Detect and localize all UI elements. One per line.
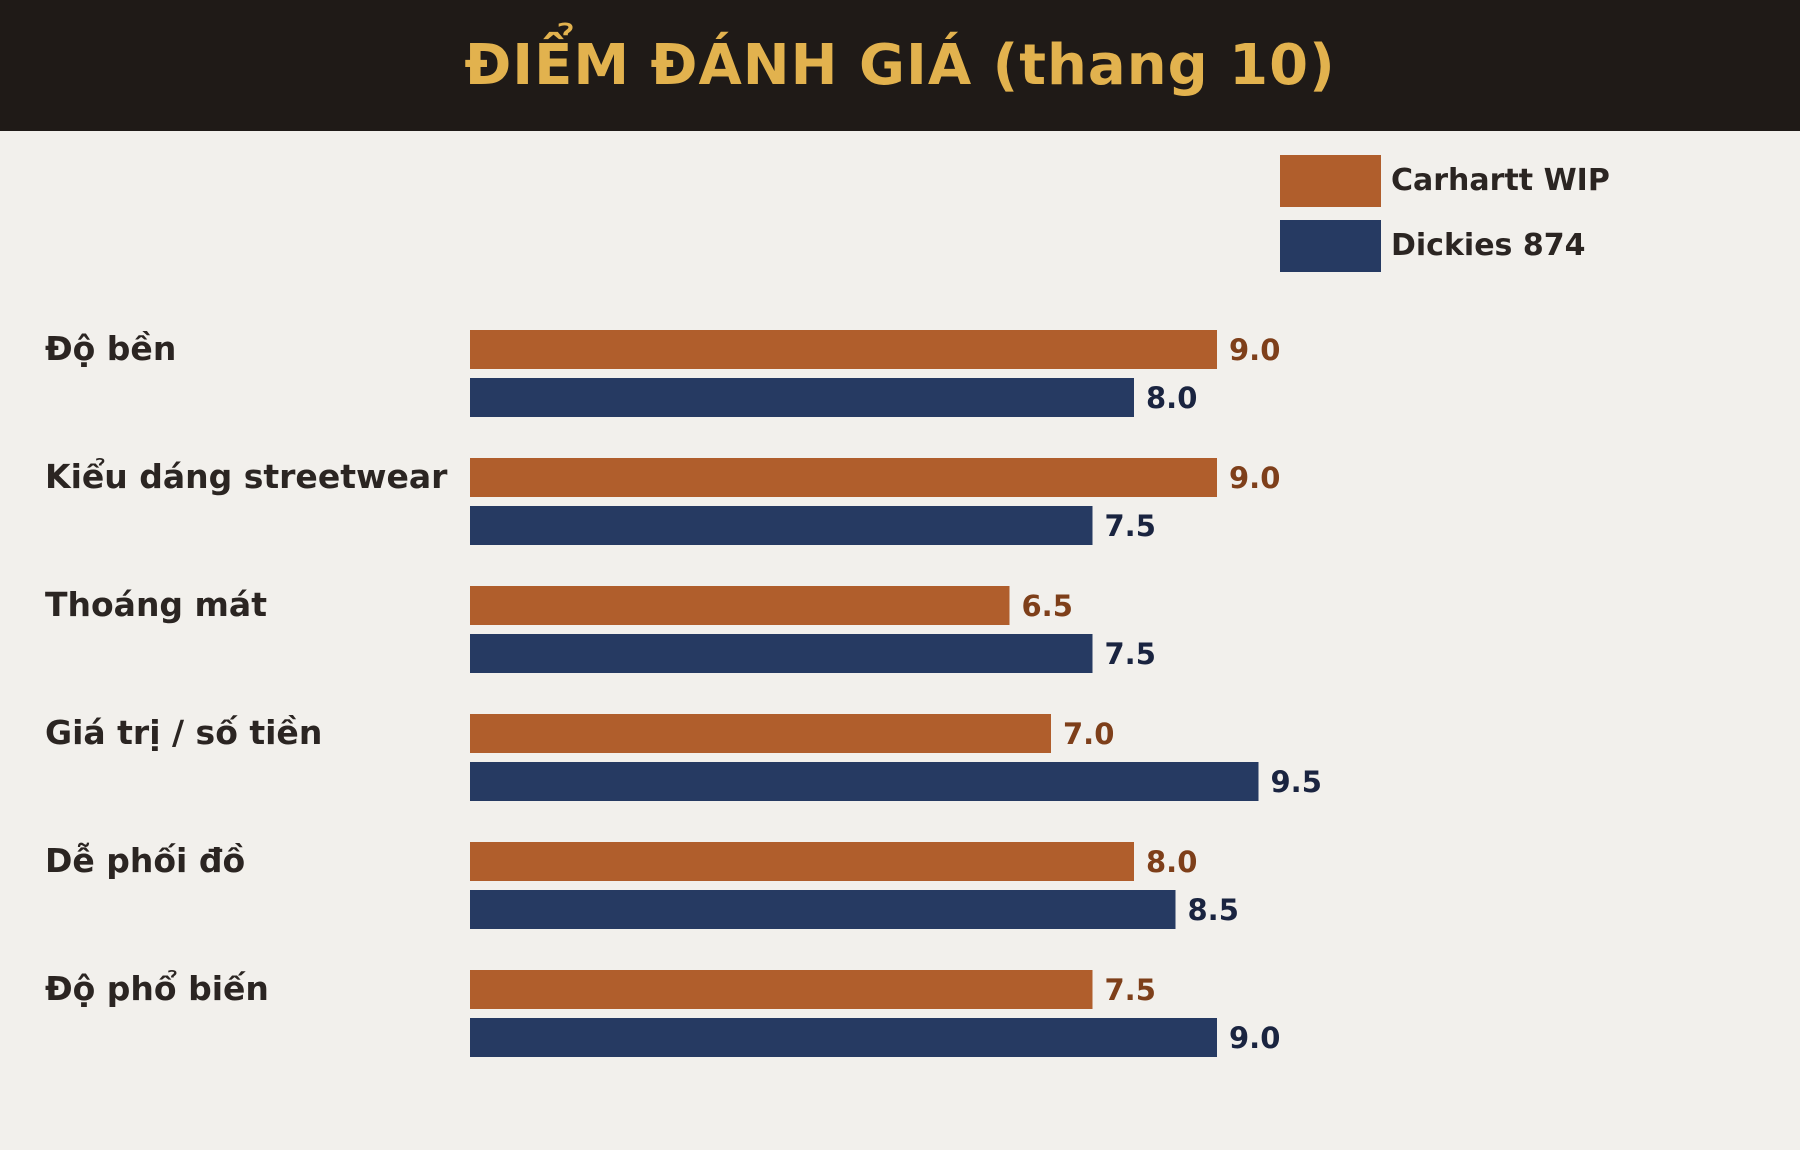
value-label-carhartt-wip-de-phoi-do: 8.0: [1146, 845, 1197, 879]
category-label-do-pho-bien: Độ phổ biến: [45, 968, 269, 1008]
header-bar: [0, 0, 1800, 131]
legend-label-carhartt-wip: Carhartt WIP: [1391, 163, 1610, 198]
bar-dickies-874-thoang-mat: [470, 634, 1093, 673]
bar-dickies-874-do-ben: [470, 378, 1134, 417]
category-label-thoang-mat: Thoáng mát: [45, 585, 267, 624]
value-label-dickies-874-do-pho-bien: 9.0: [1229, 1021, 1280, 1055]
value-label-carhartt-wip-kieu-dang-streetwear: 9.0: [1229, 461, 1280, 495]
bar-dickies-874-do-pho-bien: [470, 1018, 1217, 1057]
bar-carhartt-wip-de-phoi-do: [470, 842, 1134, 881]
legend-swatch-dickies-874: [1280, 220, 1381, 272]
value-label-dickies-874-thoang-mat: 7.5: [1105, 637, 1156, 671]
bar-carhartt-wip-thoang-mat: [470, 586, 1010, 625]
chart-title: ĐIỂM ĐÁNH GIÁ (thang 10): [464, 33, 1336, 98]
legend-label-dickies-874: Dickies 874: [1391, 228, 1586, 263]
value-label-carhartt-wip-do-pho-bien: 7.5: [1105, 973, 1156, 1007]
bar-carhartt-wip-do-ben: [470, 330, 1217, 369]
category-label-de-phoi-do: Dễ phối đồ: [45, 841, 245, 880]
category-label-kieu-dang-streetwear: Kiểu dáng streetwear: [45, 456, 448, 496]
value-label-dickies-874-de-phoi-do: 8.5: [1188, 893, 1239, 927]
bar-carhartt-wip-gia-tri-so-tien: [470, 714, 1051, 753]
legend-swatch-carhartt-wip: [1280, 155, 1381, 207]
value-label-carhartt-wip-gia-tri-so-tien: 7.0: [1063, 717, 1114, 751]
value-label-dickies-874-kieu-dang-streetwear: 7.5: [1105, 509, 1156, 543]
bar-carhartt-wip-kieu-dang-streetwear: [470, 458, 1217, 497]
value-label-carhartt-wip-thoang-mat: 6.5: [1022, 589, 1073, 623]
category-label-gia-tri-so-tien: Giá trị / số tiền: [45, 713, 322, 752]
value-label-dickies-874-do-ben: 8.0: [1146, 381, 1197, 415]
bar-dickies-874-de-phoi-do: [470, 890, 1176, 929]
category-label-do-ben: Độ bền: [45, 329, 176, 368]
bar-dickies-874-kieu-dang-streetwear: [470, 506, 1093, 545]
value-label-dickies-874-gia-tri-so-tien: 9.5: [1271, 765, 1322, 799]
value-label-carhartt-wip-do-ben: 9.0: [1229, 333, 1280, 367]
bar-carhartt-wip-do-pho-bien: [470, 970, 1093, 1009]
bar-dickies-874-gia-tri-so-tien: [470, 762, 1259, 801]
